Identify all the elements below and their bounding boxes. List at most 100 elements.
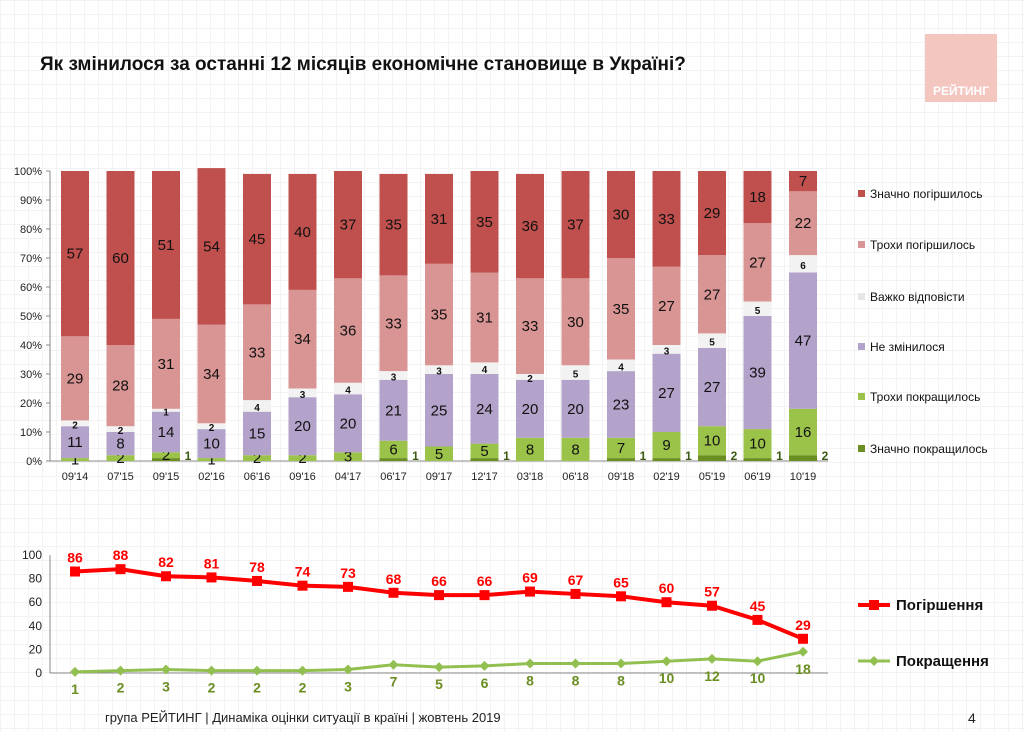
bar-segment xyxy=(61,426,89,459)
bar-segment xyxy=(243,304,271,401)
data-label: 25 xyxy=(431,402,448,419)
x-tick-label: 06'17 xyxy=(380,471,407,483)
bar-segment xyxy=(607,458,635,461)
bar-segment xyxy=(106,426,135,432)
legend-swatch xyxy=(858,445,865,452)
legend-label: Значно покращилось xyxy=(870,442,988,456)
bar-segment xyxy=(743,316,772,430)
bar-segment xyxy=(561,365,590,380)
bar-segment xyxy=(61,336,89,421)
data-label: 20 xyxy=(567,401,584,418)
data-label: 60 xyxy=(112,250,129,267)
data-label: 8 xyxy=(526,441,534,458)
bar-segment xyxy=(607,437,635,459)
point-label: 45 xyxy=(750,598,766,614)
bar-segment xyxy=(789,272,817,409)
point-label: 74 xyxy=(295,564,311,580)
bar-segment xyxy=(607,171,635,258)
point-label: 82 xyxy=(158,554,174,570)
legend-swatch xyxy=(858,190,865,197)
point-label: 68 xyxy=(386,571,402,587)
data-label: 45 xyxy=(249,231,266,248)
series-marker xyxy=(206,665,217,676)
data-label: 33 xyxy=(385,315,402,332)
data-label: 27 xyxy=(704,379,721,396)
series-marker xyxy=(479,660,490,671)
bar-segment xyxy=(743,458,772,461)
bar-segment xyxy=(561,278,590,366)
data-label: 33 xyxy=(522,318,539,335)
series-marker xyxy=(752,656,763,667)
x-tick-label: 10'19 xyxy=(790,471,817,483)
bar-segment xyxy=(288,388,317,398)
data-label: 51 xyxy=(158,237,175,254)
legend-label: Значно погіршилось xyxy=(870,187,982,201)
data-label: 8 xyxy=(116,436,124,453)
data-label: 1 xyxy=(503,449,510,463)
data-label: 27 xyxy=(658,298,675,315)
series-marker xyxy=(525,586,535,597)
point-label: 69 xyxy=(522,570,538,586)
data-label: 24 xyxy=(476,401,493,418)
bar-segment xyxy=(379,275,408,372)
bar-segment xyxy=(607,258,635,360)
bar-segment xyxy=(470,272,499,363)
footer: група РЕЙТИНГ | Динаміка оцінки ситуації… xyxy=(105,710,501,725)
data-label: 4 xyxy=(482,365,488,376)
data-label: 47 xyxy=(795,333,812,350)
series-marker xyxy=(661,597,672,608)
bar-segment xyxy=(379,458,408,461)
bar-segment xyxy=(288,173,317,290)
series-marker xyxy=(707,600,717,611)
point-label: 3 xyxy=(162,678,170,694)
bar-segment xyxy=(197,458,226,461)
point-label: 12 xyxy=(704,668,720,684)
bar-segment xyxy=(652,171,681,267)
bar-segment xyxy=(698,333,726,348)
logo: РЕЙТИНГ xyxy=(925,34,997,102)
bar-segment xyxy=(197,423,226,430)
data-label: 36 xyxy=(522,218,539,235)
series-marker xyxy=(297,665,308,676)
bar-segment xyxy=(61,420,89,427)
bar-segment xyxy=(743,223,772,302)
data-label: 4 xyxy=(618,362,624,373)
point-label: 7 xyxy=(390,674,398,690)
legend-swatch xyxy=(858,293,865,300)
y-tick-label: 10% xyxy=(20,427,42,439)
x-tick-label: 07'15 xyxy=(107,471,134,483)
bar-segment xyxy=(334,171,362,279)
data-label: 3 xyxy=(436,367,442,378)
y-tick-label: 20% xyxy=(20,398,42,410)
data-label: 10 xyxy=(704,433,721,450)
data-label: 35 xyxy=(431,307,448,324)
series-marker xyxy=(297,580,308,591)
series-marker xyxy=(115,665,126,676)
data-label: 35 xyxy=(476,214,493,231)
bar-segment xyxy=(425,263,453,366)
bar-segment xyxy=(698,455,726,461)
y-tick-label: 0% xyxy=(26,456,42,468)
data-label: 34 xyxy=(294,331,311,348)
point-label: 1 xyxy=(71,681,79,697)
x-tick-label: 02'19 xyxy=(653,471,680,483)
series-marker xyxy=(570,588,581,599)
bar-segment xyxy=(152,458,180,461)
x-tick-label: 05'19 xyxy=(699,471,726,483)
bar-segment xyxy=(243,400,271,412)
series-marker xyxy=(616,658,626,669)
bar-segment xyxy=(652,266,681,345)
legend-swatch xyxy=(858,393,865,400)
x-tick-label: 09'18 xyxy=(608,471,635,483)
bar-segment xyxy=(561,171,590,279)
bar-segment xyxy=(425,173,453,264)
bar-segment xyxy=(379,440,408,459)
bar-segment xyxy=(789,408,817,456)
data-label: 2 xyxy=(72,420,78,431)
bar-segment xyxy=(470,171,499,273)
bar-segment xyxy=(652,432,681,459)
point-label: 29 xyxy=(795,617,811,633)
point-label: 60 xyxy=(659,580,675,596)
point-label: 66 xyxy=(477,573,493,589)
bar-segment xyxy=(152,411,180,453)
